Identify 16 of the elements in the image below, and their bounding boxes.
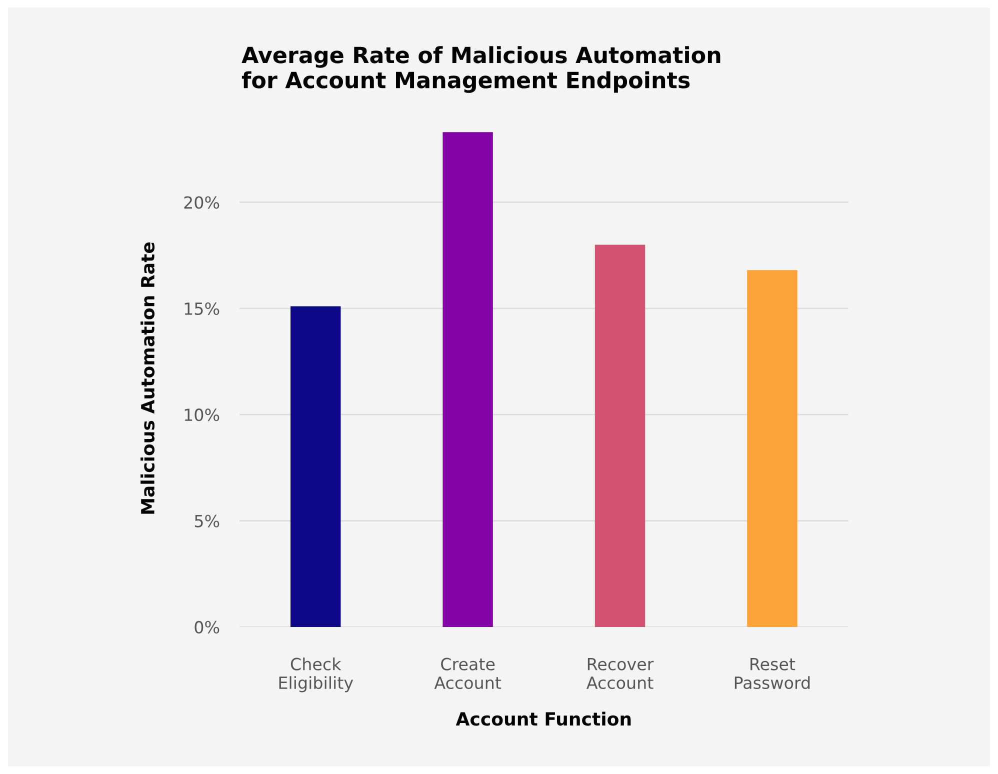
y-tick-label: 15% (184, 302, 220, 315)
x-tick-label: Create Account (434, 658, 502, 690)
x-tick-label: Check Eligibility (279, 657, 354, 692)
y-axis-title: Malicious Automation Rate (140, 242, 155, 514)
y-tick-label: 10% (184, 408, 220, 422)
x-axis-title: Account Function (456, 712, 631, 726)
bar (594, 244, 646, 627)
bar (747, 270, 798, 627)
y-tick-label: 20% (184, 196, 220, 209)
x-tick-label: Reset Password (734, 658, 810, 690)
y-tick-label: 5% (194, 514, 220, 528)
y-tick-label: 0% (194, 620, 220, 634)
chart-title: Average Rate of Malicious Automation for Account Management Endpoints (242, 46, 720, 93)
bar (290, 306, 341, 627)
x-tick-label: Recover Account (586, 658, 654, 690)
bar (442, 132, 493, 627)
